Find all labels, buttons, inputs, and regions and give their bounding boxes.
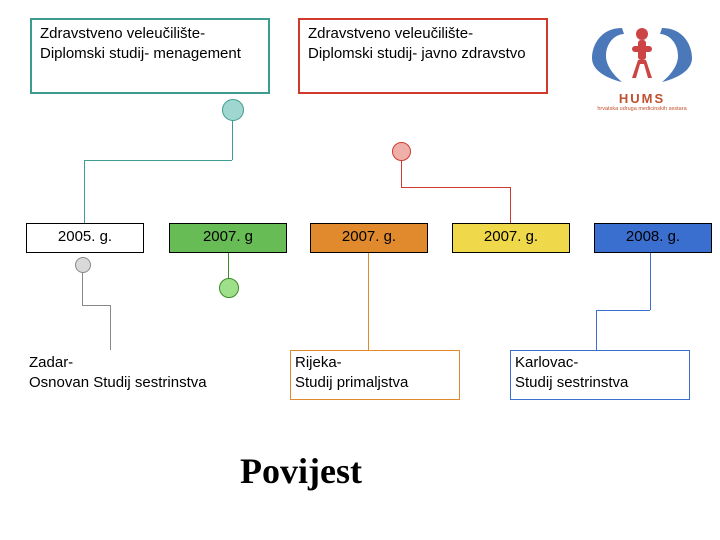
connector: [510, 187, 511, 223]
connector: [232, 119, 233, 160]
timeline-label: 2007. g.: [342, 228, 396, 245]
connector: [82, 272, 83, 305]
connector: [82, 305, 110, 306]
connector: [228, 253, 229, 279]
info-box-line2: Diplomski studij- menagement: [40, 44, 260, 64]
info-box-line1: Rijeka-: [295, 353, 455, 373]
info-box-line2: Osnovan Studij sestrinstva: [29, 373, 273, 393]
connector: [401, 187, 510, 188]
timeline-item: 2005. g.: [26, 223, 144, 253]
logo-subtitle: hrvatska udruga medicinskih sestara: [582, 106, 702, 112]
timeline-label: 2007. g: [203, 228, 253, 245]
connector: [84, 160, 232, 161]
connector: [596, 310, 597, 350]
timeline-item: 2008. g.: [594, 223, 712, 253]
info-box-top-right: Zdravstveno veleučilište- Diplomski stud…: [298, 18, 548, 94]
connector: [368, 253, 369, 350]
connector: [650, 253, 651, 310]
info-box-bottom-rijeka: Rijeka- Studij primaljstva: [290, 350, 460, 400]
info-box-line1: Zdravstveno veleučilište-: [308, 24, 538, 44]
connector: [110, 305, 111, 350]
timeline-label: 2005. g.: [58, 228, 112, 245]
info-box-line1: Zdravstveno veleučilište-: [40, 24, 260, 44]
connector-dot: [222, 99, 244, 121]
connector: [596, 310, 650, 311]
info-box-line1: Zadar-: [29, 353, 273, 373]
info-box-line2: Studij primaljstva: [295, 373, 455, 393]
connector-dot: [75, 257, 91, 273]
timeline-item: 2007. g.: [452, 223, 570, 253]
connector-dot: [219, 278, 239, 298]
info-box-bottom-zadar: Zadar- Osnovan Studij sestrinstva: [24, 350, 278, 400]
info-box-top-left: Zdravstveno veleučilište- Diplomski stud…: [30, 18, 270, 94]
info-box-bottom-karlovac: Karlovac- Studij sestrinstva: [510, 350, 690, 400]
info-box-line1: Karlovac-: [515, 353, 685, 373]
timeline-item: 2007. g: [169, 223, 287, 253]
timeline-label: 2007. g.: [484, 228, 538, 245]
connector: [401, 160, 402, 187]
slide-title: Povijest: [240, 450, 362, 492]
timeline-item: 2007. g.: [310, 223, 428, 253]
timeline-label: 2008. g.: [626, 228, 680, 245]
connector-dot: [392, 142, 411, 161]
connector: [84, 160, 85, 223]
info-box-line2: Studij sestrinstva: [515, 373, 685, 393]
info-box-line2: Diplomski studij- javno zdravstvo: [308, 44, 538, 64]
hums-logo: HUMS hrvatska udruga medicinskih sestara: [582, 20, 702, 112]
